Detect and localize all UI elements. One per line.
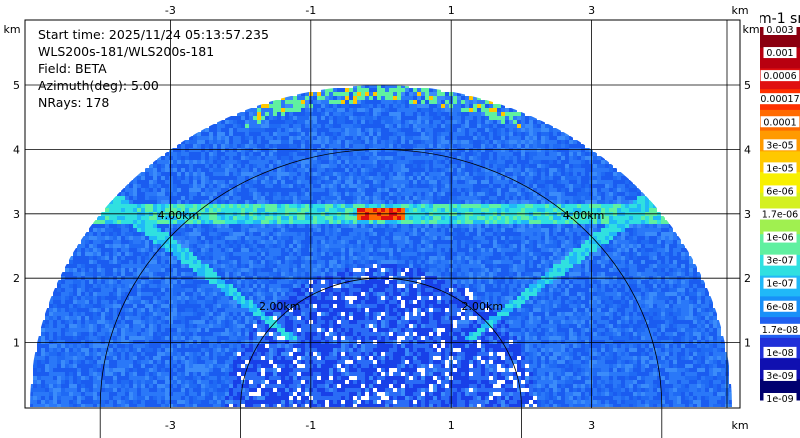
colorbar-label: 1e-08 bbox=[766, 348, 793, 359]
colorbar-label: 0.003 bbox=[766, 25, 793, 36]
x-unit-label-bottom: km bbox=[731, 419, 748, 432]
range-ring-label-left: 4.00km bbox=[158, 209, 200, 222]
y-tick-label-right: 5 bbox=[744, 79, 751, 92]
field-text: Field: BETA bbox=[38, 61, 107, 76]
colorbar-unit-title: m-1 sr-1 bbox=[760, 11, 800, 27]
y-tick-label-left: 1 bbox=[13, 337, 20, 350]
start-time-text: Start time: 2025/11/24 05:13:57.235 bbox=[38, 27, 269, 42]
range-ring-label-left: 2.00km bbox=[259, 300, 301, 313]
x-tick-label-top: -3 bbox=[165, 4, 176, 17]
x-tick-label-bottom: 1 bbox=[448, 419, 455, 432]
colorbar-label: 0.0006 bbox=[763, 71, 796, 82]
colorbar-label: 6e-08 bbox=[766, 302, 793, 313]
backscatter-field bbox=[30, 85, 732, 408]
x-unit-label-top: km bbox=[731, 4, 748, 17]
x-tick-label-bottom: 3 bbox=[588, 419, 595, 432]
colorbar-label: 0.0001 bbox=[763, 117, 796, 128]
colorbar-label: 1e-05 bbox=[766, 163, 793, 174]
range-ring-label-right: 2.00km bbox=[461, 300, 503, 313]
colorbar-label: 1.7e-08 bbox=[762, 325, 798, 336]
colorbar-label: 1e-07 bbox=[766, 279, 793, 290]
colorbar-label: 3e-09 bbox=[766, 371, 793, 382]
x-tick-label-bottom: -1 bbox=[305, 419, 316, 432]
colorbar-label: 0.00017 bbox=[760, 94, 799, 105]
y-tick-label-right: 3 bbox=[744, 208, 751, 221]
colorbar-label: 6e-06 bbox=[766, 186, 793, 197]
y-tick-label-left: 2 bbox=[13, 272, 20, 285]
x-tick-label-bottom: -3 bbox=[165, 419, 176, 432]
nrays-text: NRays: 178 bbox=[38, 95, 110, 110]
instrument-text: WLS200s-181/WLS200s-181 bbox=[38, 44, 215, 59]
azimuth-text: Azimuth(deg): 5.00 bbox=[38, 78, 159, 93]
colorbar-label: 1e-09 bbox=[766, 394, 793, 405]
axis-tick-labels: -3 -3 -1 -1 1 1 3 3 1 1 2 2 3 3 4 4 5 5 km km km km bbox=[3, 4, 759, 432]
colorbar-label: 0.001 bbox=[766, 48, 793, 59]
y-unit-label-left: km bbox=[3, 23, 20, 36]
colorbar-label: 1e-06 bbox=[766, 233, 793, 244]
y-tick-label-left: 4 bbox=[13, 143, 20, 156]
colorbar: 0.003 0.001 0.0006 0.00017 0.0001 3e-05 1e-05 6… bbox=[757, 24, 800, 405]
y-tick-label-left: 3 bbox=[13, 208, 20, 221]
y-tick-label-left: 5 bbox=[13, 79, 20, 92]
colorbar-label: 3e-07 bbox=[766, 256, 793, 267]
range-ring-1 bbox=[240, 277, 522, 438]
range-ring-labels: 2.00km 2.00km 4.00km 4.00km bbox=[158, 209, 605, 313]
colorbar-label: 3e-05 bbox=[766, 140, 793, 151]
y-tick-label-right: 4 bbox=[744, 143, 751, 156]
y-tick-label-right: 1 bbox=[744, 337, 751, 350]
range-ring-label-right: 4.00km bbox=[563, 209, 605, 222]
y-tick-label-right: 2 bbox=[744, 272, 751, 285]
range-ring-2 bbox=[99, 149, 663, 438]
scan-info-panel: Start time: 2025/11/24 05:13:57.235 WLS2… bbox=[38, 26, 269, 111]
range-rings bbox=[99, 149, 663, 438]
x-tick-label-top: -1 bbox=[305, 4, 316, 17]
colorbar-label: 1.7e-06 bbox=[762, 210, 798, 221]
y-unit-label-right: km bbox=[742, 23, 759, 36]
x-tick-label-top: 3 bbox=[588, 4, 595, 17]
x-tick-label-top: 1 bbox=[448, 4, 455, 17]
